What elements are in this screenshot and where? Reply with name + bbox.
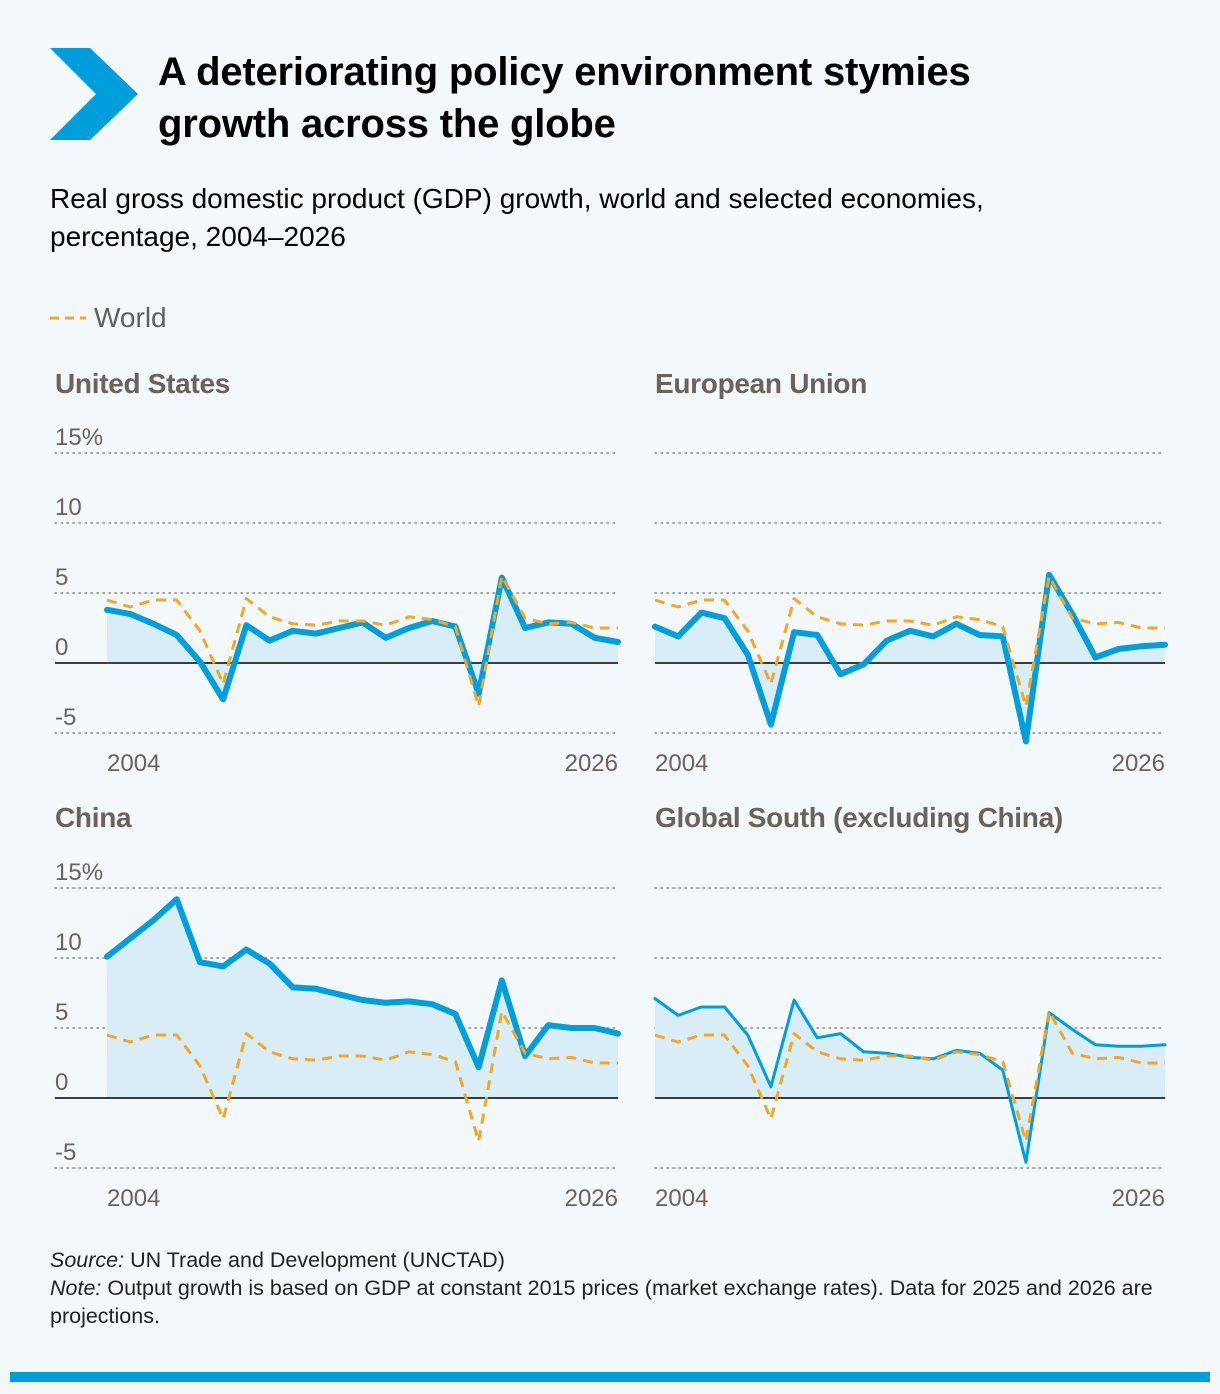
y-tick-label: 0 — [55, 634, 68, 661]
chart-panel-1: 15% 10 5 0 -5 2004 2026 — [54, 424, 621, 777]
series-line-world — [106, 1009, 618, 1143]
series-line-world — [106, 574, 618, 708]
y-tick-label: 5 — [55, 564, 68, 591]
note-label: Note: — [50, 1276, 102, 1300]
subtitle-line-1: Real gross domestic product (GDP) growth… — [50, 183, 984, 214]
panel-title: China — [55, 802, 132, 833]
y-tick-label: 5 — [55, 999, 68, 1026]
y-tick-label: 15% — [55, 424, 103, 451]
series-area-fill — [655, 998, 1165, 1163]
panel-title: Global South (excluding China) — [655, 802, 1063, 833]
series-line-world — [654, 574, 1165, 708]
series-area-fill — [107, 577, 618, 700]
x-tick-label: 2026 — [565, 750, 618, 777]
legend: World — [50, 300, 167, 336]
chart-panel-4: 2004 2026 — [653, 887, 1167, 1212]
title-line-2: growth across the globe — [158, 102, 616, 146]
y-tick-label: 10 — [55, 494, 82, 521]
panel-title: United States — [55, 368, 231, 399]
chart-panel-2: 2004 2026 — [652, 452, 1168, 777]
x-tick-label: 2026 — [1112, 1185, 1165, 1212]
title-line-1: A deteriorating policy environment stymi… — [158, 50, 971, 94]
page-title: A deteriorating policy environment stymi… — [158, 46, 1158, 150]
chart-subtitle: Real gross domestic product (GDP) growth… — [50, 180, 1190, 256]
y-tick-label: -5 — [55, 1139, 76, 1166]
source-line: Source: UN Trade and Development (UNCTAD… — [50, 1246, 1180, 1274]
y-tick-label: 0 — [55, 1069, 68, 1096]
x-tick-label: 2026 — [565, 1185, 618, 1212]
panel-title: European Union — [655, 368, 868, 399]
y-tick-label: 15% — [55, 859, 103, 886]
series-area-fill — [655, 574, 1165, 742]
y-tick-label: 10 — [55, 929, 82, 956]
source-text: UN Trade and Development (UNCTAD) — [124, 1248, 505, 1272]
chevron-logo-icon — [50, 48, 138, 140]
note-text: Output growth is based on GDP at constan… — [50, 1276, 1153, 1328]
chart-panel-3: 15% 10 5 0 -5 2004 2026 — [54, 859, 621, 1212]
subtitle-line-2: percentage, 2004–2026 — [50, 221, 346, 252]
footer-notes: Source: UN Trade and Development (UNCTAD… — [50, 1246, 1180, 1330]
series-line-european-union — [652, 571, 1168, 745]
series-area-fill — [107, 899, 618, 1098]
x-tick-label: 2026 — [1112, 750, 1165, 777]
x-tick-label: 2004 — [107, 750, 160, 777]
source-label: Source: — [50, 1248, 125, 1272]
bottom-accent-bar — [10, 1372, 1210, 1382]
x-tick-label: 2004 — [107, 1185, 160, 1212]
x-tick-label: 2004 — [655, 750, 708, 777]
note-line: Note: Output growth is based on GDP at c… — [50, 1274, 1180, 1330]
series-line-world — [654, 1009, 1165, 1143]
x-tick-label: 2004 — [655, 1185, 708, 1212]
y-tick-label: -5 — [55, 704, 76, 731]
legend-world-label: World — [94, 302, 167, 333]
series-line-china — [104, 896, 621, 1071]
world-dash-swatch-icon — [50, 316, 86, 320]
